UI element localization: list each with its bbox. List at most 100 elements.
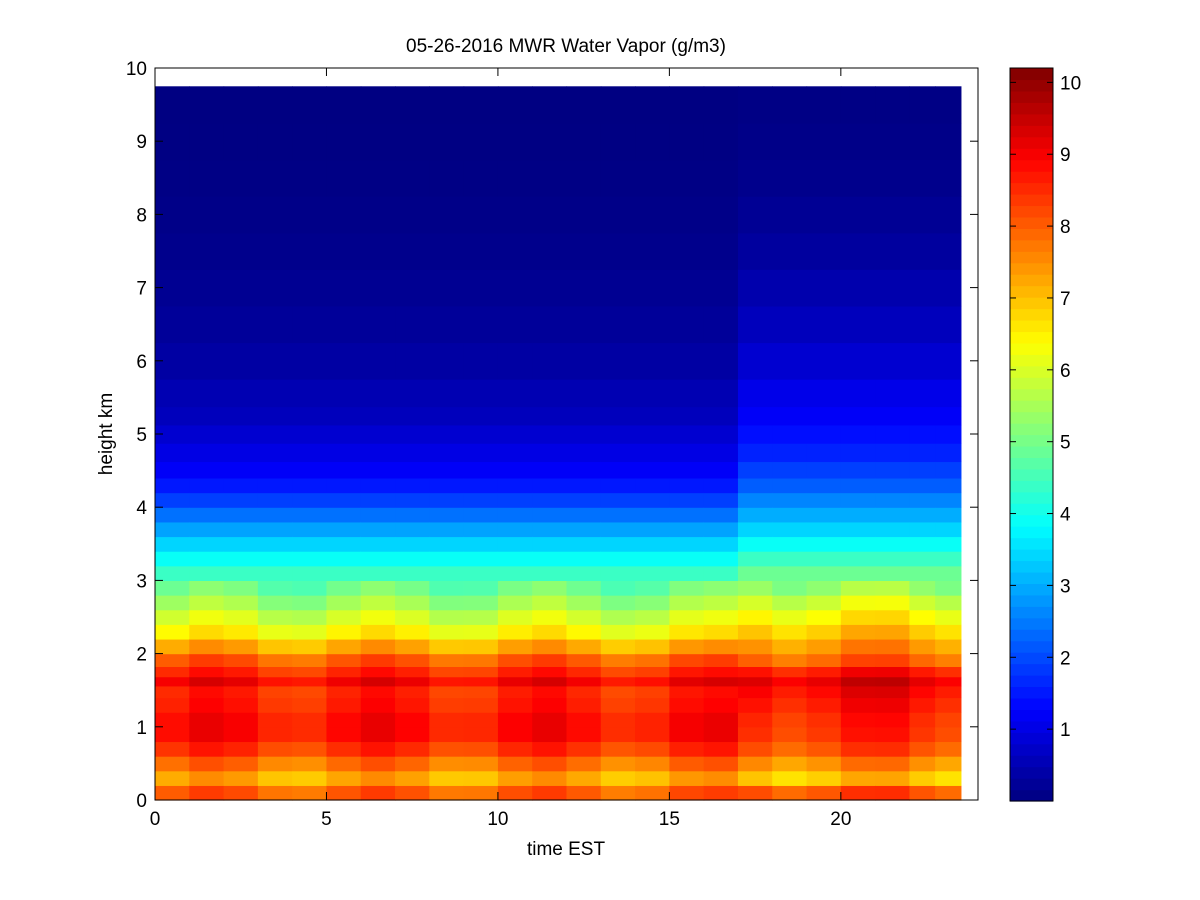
heatmap-cell <box>257 477 293 494</box>
heatmap-cell <box>806 676 842 687</box>
heatmap-cell <box>532 676 568 687</box>
heatmap-cell <box>737 342 773 380</box>
heatmap-cell <box>497 741 533 757</box>
heatmap-cell <box>155 653 190 668</box>
heatmap-cell <box>935 756 962 772</box>
colorbar-swatch <box>1010 193 1053 207</box>
heatmap-cell <box>875 785 911 801</box>
heatmap-cell <box>703 726 739 743</box>
colorbar-swatch <box>1010 743 1053 756</box>
heatmap-cell <box>840 638 876 655</box>
heatmap-cell <box>772 536 808 552</box>
colorbar-swatch <box>1010 159 1053 172</box>
heatmap-cell <box>155 697 190 713</box>
heatmap-cell <box>840 551 876 567</box>
heatmap-cell <box>600 580 636 596</box>
heatmap-cell <box>840 342 876 380</box>
colorbar-swatch <box>1010 205 1053 218</box>
heatmap-cell <box>189 492 225 508</box>
heatmap-cell <box>875 477 911 494</box>
heatmap-cell <box>909 507 936 523</box>
heatmap-cell <box>532 305 568 344</box>
heatmap-cell <box>566 565 602 581</box>
heatmap-cell <box>463 697 499 713</box>
heatmap-cell <box>909 770 936 786</box>
colorbar-swatch <box>1010 90 1053 103</box>
heatmap-cell <box>635 443 670 463</box>
heatmap-cell <box>155 477 190 494</box>
heatmap-cell <box>875 638 911 655</box>
heatmap-cell <box>463 443 499 463</box>
heatmap-cell <box>497 697 533 713</box>
heatmap-cell <box>292 565 328 581</box>
heatmap-cell <box>155 536 190 552</box>
heatmap-cell <box>463 507 499 523</box>
heatmap-cell <box>737 712 773 728</box>
heatmap-cell <box>875 624 911 640</box>
heatmap-cell <box>935 196 962 234</box>
heatmap-cell <box>875 676 911 687</box>
heatmap-cell <box>703 536 739 552</box>
heatmap-cell <box>840 580 876 596</box>
heatmap-cell <box>189 269 225 307</box>
heatmap-cell <box>532 269 568 307</box>
heatmap-cell <box>772 785 808 801</box>
heatmap-cell <box>189 638 225 655</box>
heatmap-cell <box>909 461 936 479</box>
heatmap-cell <box>257 86 293 124</box>
heatmap-cell <box>395 609 430 625</box>
heatmap-cell <box>669 521 705 538</box>
heatmap-cell <box>463 232 499 270</box>
heatmap-cell <box>223 565 259 581</box>
heatmap-cell <box>669 122 705 161</box>
heatmap-cell <box>840 269 876 307</box>
heatmap-cell <box>463 741 499 757</box>
heatmap-cell <box>189 443 225 463</box>
heatmap-cell <box>806 565 842 581</box>
heatmap-cell <box>155 565 190 581</box>
heatmap-cell <box>566 232 602 270</box>
heatmap-cell <box>360 726 396 743</box>
heatmap-cell <box>806 122 842 161</box>
heatmap-cell <box>635 461 670 479</box>
heatmap-cell <box>189 609 225 625</box>
heatmap-cell <box>223 86 259 124</box>
heatmap-cell <box>292 521 328 538</box>
heatmap-cell <box>566 638 602 655</box>
heatmap-cell <box>360 406 396 426</box>
heatmap-cell <box>292 770 328 786</box>
heatmap-cell <box>669 159 705 197</box>
heatmap-cell <box>669 624 705 640</box>
heatmap-cell <box>257 461 293 479</box>
colorbar-swatch <box>1010 354 1053 367</box>
heatmap-cell <box>292 443 328 463</box>
heatmap-cell <box>772 770 808 786</box>
heatmap-cell <box>875 609 911 625</box>
heatmap-cell <box>737 638 773 655</box>
heatmap-cell <box>669 342 705 380</box>
heatmap-cell <box>429 565 465 581</box>
heatmap-cell <box>806 232 842 270</box>
heatmap-cell <box>909 595 936 611</box>
colorbar <box>1010 68 1053 802</box>
heatmap-cell <box>532 536 568 552</box>
heatmap-cell <box>669 595 705 611</box>
heatmap-cell <box>189 86 225 124</box>
colorbar-tick-label: 1 <box>1060 720 1071 741</box>
heatmap-cell <box>223 269 259 307</box>
heatmap-cell <box>806 712 842 728</box>
heatmap-cell <box>155 624 190 640</box>
colorbar-ticks: 1 2 3 4 5 6 7 8 9 10 <box>1010 73 1081 741</box>
heatmap-cell <box>395 653 430 668</box>
heatmap-cell <box>360 551 396 567</box>
heatmap-cell <box>703 159 739 197</box>
heatmap-cell <box>772 406 808 426</box>
heatmap-cell <box>600 521 636 538</box>
heatmap-cells <box>155 86 962 801</box>
heatmap-cell <box>532 726 568 743</box>
heatmap-cell <box>600 565 636 581</box>
heatmap-cell <box>935 697 962 713</box>
heatmap-cell <box>635 653 670 668</box>
heatmap-cell <box>223 477 259 494</box>
